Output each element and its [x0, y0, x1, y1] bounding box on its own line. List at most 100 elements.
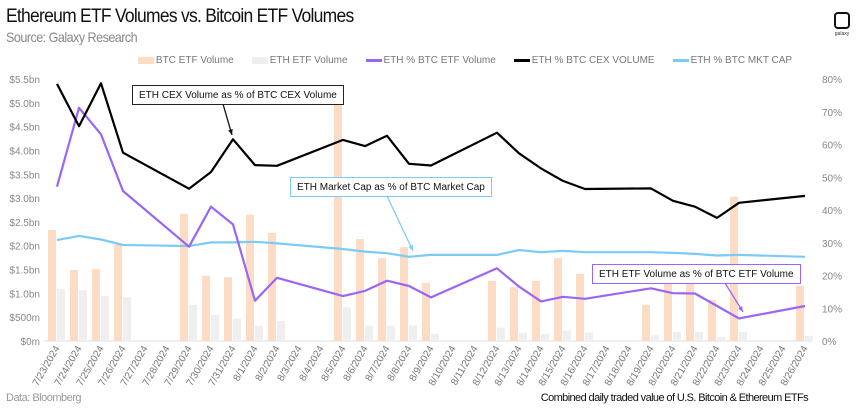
eth-pct-btc-etf-volume-line: [55, 106, 806, 320]
annotation-mktcap-arrow-icon: [386, 195, 414, 252]
eth-etf-volume-bar: [123, 297, 131, 341]
legend-swatch: [513, 59, 530, 62]
right-axis-tick-label: 30%: [822, 239, 842, 250]
galaxy-logo: galaxy: [830, 12, 854, 37]
eth-pct-btc-cex-volume-line: [56, 82, 806, 219]
left-axis-tick-label: $2.0bn: [9, 242, 40, 253]
left-axis-tick-label: $4.0bn: [9, 146, 40, 157]
eth-etf-volume-bar: [57, 289, 65, 341]
right-axis-tick-label: 20%: [822, 272, 842, 283]
chart-title: Ethereum ETF Volumes vs. Bitcoin ETF Vol…: [6, 6, 354, 27]
eth-etf-volume-bar: [651, 335, 659, 341]
chart-subtitle: Source: Galaxy Research: [6, 29, 138, 45]
btc-etf-volume-bar: [510, 287, 518, 341]
eth-etf-volume-bar: [519, 332, 527, 341]
left-axis-tick-label: $3.0bn: [9, 194, 40, 205]
left-axis-tick-label: $5.0bn: [9, 99, 40, 110]
right-axis-tick-label: 80%: [822, 75, 842, 86]
annotation-mktcap-arrow-icon-head: [408, 245, 413, 251]
data-source: Data: Bloomberg: [6, 392, 82, 404]
annotation-etf-arrow-icon-head: [738, 306, 743, 312]
annotation-cex-arrow-icon-head: [228, 129, 233, 135]
btc-etf-volume-bar: [554, 258, 562, 341]
eth-pct-btc-mktcap-line: [56, 234, 806, 258]
eth-etf-volume-bar: [101, 295, 109, 341]
eth-etf-volume-bar: [255, 325, 263, 341]
eth-etf-volume-bar: [343, 307, 351, 341]
left-axis-tick-label: $500m: [9, 313, 40, 324]
legend-label: ETH % BTC ETF Volume: [383, 55, 496, 66]
legend-swatch: [672, 59, 689, 62]
btc-etf-volume-bar: [114, 244, 122, 341]
right-axis-tick-label: 10%: [822, 304, 842, 315]
galaxy-logo-icon: [834, 12, 850, 29]
left-axis-tick-label: $1.0bn: [9, 289, 40, 300]
legend-swatch: [137, 57, 154, 64]
right-axis-tick-label: 60%: [822, 141, 842, 152]
btc-etf-volume-bar: [532, 280, 540, 341]
annotation-cex-volume: ETH CEX Volume as % of BTC CEX Volume: [132, 85, 344, 105]
btc-etf-volume-bar: [576, 273, 584, 341]
eth-etf-volume-bar: [585, 332, 593, 341]
btc-etf-volume-bar: [796, 285, 804, 341]
right-axis-tick-label: 0%: [822, 337, 837, 348]
btc-etf-volume-bar: [400, 247, 408, 341]
btc-etf-volume-bar: [48, 230, 56, 341]
btc-etf-volume-bar: [202, 275, 210, 341]
eth-etf-volume-bar: [387, 325, 395, 341]
legend-label: BTC ETF Volume: [155, 55, 234, 66]
annotation-market-cap: ETH Market Cap as % of BTC Market Cap: [290, 177, 492, 197]
eth-etf-volume-bar: [211, 314, 219, 341]
legend-item-btc-etf: BTC ETF Volume: [137, 55, 234, 66]
btc-etf-volume-bar: [378, 258, 386, 341]
eth-etf-volume-bar: [541, 333, 549, 341]
legend-swatch: [365, 59, 382, 62]
legend-item-eth-pct-cex: ETH % BTC CEX VOLUME: [513, 55, 655, 66]
btc-etf-volume-bar: [488, 280, 496, 341]
btc-etf-volume-bar: [708, 300, 716, 341]
legend-label: ETH % BTC CEX VOLUME: [531, 55, 655, 66]
eth-etf-volume-bar: [79, 290, 87, 341]
legend-swatch: [251, 57, 268, 64]
right-axis-tick-label: 70%: [822, 108, 842, 119]
legend: BTC ETF Volume ETH ETF Volume ETH % BTC …: [0, 55, 860, 66]
footnote: Combined daily traded value of U.S. Bitc…: [540, 392, 809, 404]
right-axis-tick-label: 50%: [822, 173, 842, 184]
legend-item-eth-etf: ETH ETF Volume: [251, 55, 348, 66]
btc-etf-volume-bar: [246, 214, 254, 341]
eth-etf-volume-bar: [563, 330, 571, 341]
eth-etf-volume-bar: [277, 320, 285, 341]
btc-etf-volume-bar: [224, 277, 232, 341]
legend-label: ETH % BTC MKT CAP: [690, 55, 793, 66]
eth-etf-volume-bar: [805, 335, 813, 341]
btc-etf-volume-bar: [180, 213, 188, 341]
annotation-etf-volume: ETH ETF Volume as % of BTC ETF Volume: [592, 264, 801, 284]
left-axis-tick-label: $3.5bn: [9, 170, 40, 181]
eth-etf-volume-bar: [365, 325, 373, 341]
eth-etf-volume-bar: [409, 325, 417, 341]
eth-etf-volume-bar: [673, 331, 681, 341]
btc-etf-volume-bar: [268, 232, 276, 341]
eth-etf-volume-bar: [717, 336, 725, 341]
left-axis-tick-label: $1.5bn: [9, 266, 40, 277]
legend-label: ETH ETF Volume: [269, 55, 348, 66]
btc-etf-volume-bar: [334, 95, 342, 341]
btc-etf-volume-bar: [422, 282, 430, 341]
left-axis-tick-label: $2.5bn: [9, 218, 40, 229]
eth-etf-volume-bar: [695, 331, 703, 341]
eth-etf-volume-bar: [739, 331, 747, 341]
left-axis-tick-label: $0m: [21, 337, 40, 348]
left-axis-tick-label: $5.5bn: [9, 75, 40, 86]
btc-etf-volume-bar: [686, 281, 694, 341]
eth-etf-volume-bar: [233, 318, 241, 341]
right-axis-tick-label: 40%: [822, 206, 842, 217]
btc-etf-volume-bar: [70, 270, 78, 341]
btc-etf-volume-bar: [642, 304, 650, 341]
eth-etf-volume-bar: [497, 327, 505, 341]
eth-etf-volume-bar: [189, 304, 197, 341]
galaxy-logo-text: galaxy: [834, 31, 850, 37]
legend-item-eth-pct-mktcap: ETH % BTC MKT CAP: [672, 55, 793, 66]
eth-etf-volume-bar: [431, 333, 439, 341]
legend-item-eth-pct-etf: ETH % BTC ETF Volume: [365, 55, 496, 66]
